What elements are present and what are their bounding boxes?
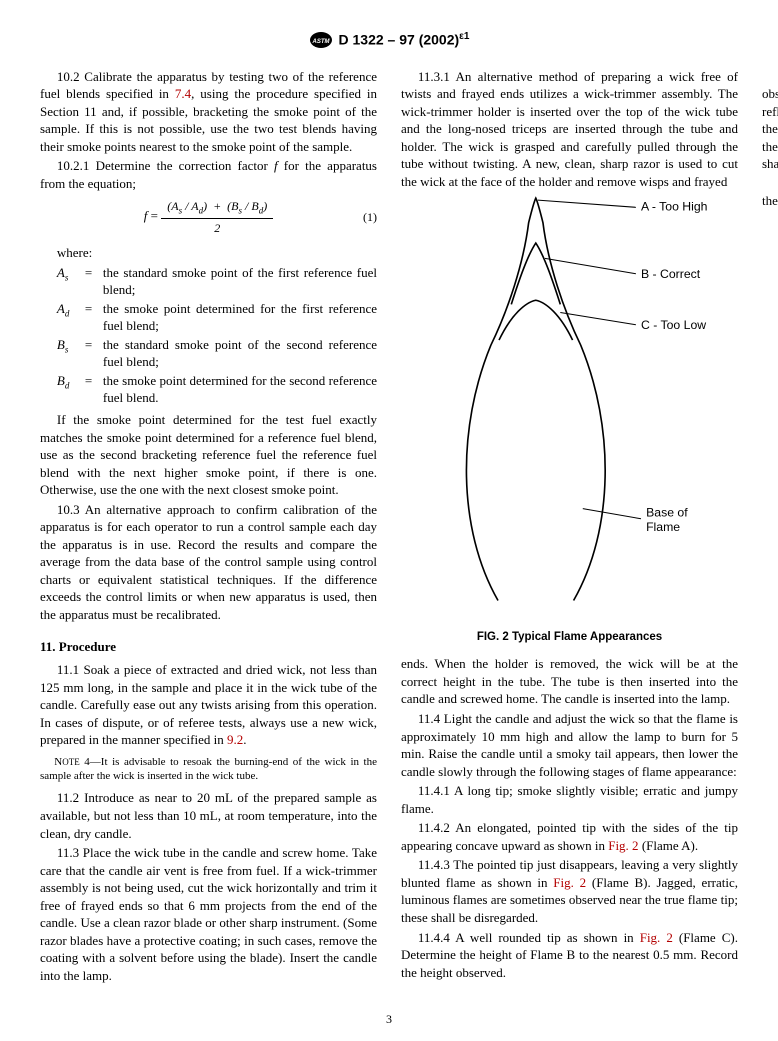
link-fig2-b[interactable]: Fig. 2: [553, 875, 586, 890]
equation-number: (1): [363, 209, 377, 225]
para-11-4-1: 11.4.1 A long tip; smoke slightly visibl…: [401, 782, 738, 817]
para-11-1: 11.1 Soak a piece of extracted and dried…: [40, 661, 377, 749]
para-11-4-3: 11.4.3 The pointed tip just disappears, …: [401, 856, 738, 926]
designation: D 1322 – 97 (2002)ε1: [339, 30, 470, 50]
para-10-2-1: 10.2.1 Determine the correction factor f…: [40, 157, 377, 192]
where-row: Bs = the standard smoke point of the sec…: [57, 336, 377, 371]
astm-logo: ASTM: [309, 31, 333, 49]
link-7-4[interactable]: 7.4: [175, 86, 191, 101]
para-10-3: 10.3 An alternative approach to confirm …: [40, 501, 377, 624]
para-11-3-1: 11.3.1 An alternative method of preparin…: [401, 68, 738, 191]
two-column-body: 10.2 Calibrate the apparatus by testing …: [40, 68, 738, 998]
para-11-3-1-cont: ends. When the holder is removed, the wi…: [401, 655, 738, 708]
figure-2: A - Too High B - Correct C - Too Low Bas…: [401, 192, 738, 645]
equation-1: f = (As / Ad) + (Bs / Bd) 2 (1): [40, 198, 377, 236]
para-11-4-2: 11.4.2 An elongated, pointed tip with th…: [401, 819, 738, 854]
link-9-2[interactable]: 9.2: [227, 732, 243, 747]
page-number: 3: [386, 1011, 392, 1027]
where-row: Ad = the smoke point determined for the …: [57, 300, 377, 335]
para-11-4: 11.4 Light the candle and adjust the wic…: [401, 710, 738, 780]
where-row: As = the standard smoke point of the fir…: [57, 264, 377, 299]
para-10-2: 10.2 Calibrate the apparatus by testing …: [40, 68, 377, 156]
para-11-5: 11.5 Make three separate observations of…: [762, 175, 778, 210]
flame-diagram-svg: A - Too High B - Correct C - Too Low Bas…: [401, 192, 738, 621]
svg-text:ASTM: ASTM: [311, 39, 330, 45]
where-row: Bd = the smoke point determined for the …: [57, 372, 377, 407]
link-fig2-c[interactable]: Fig. 2: [640, 930, 673, 945]
flame-label-c: C - Too Low: [641, 318, 706, 332]
figure-2-caption: FIG. 2 Typical Flame Appearances: [401, 630, 738, 646]
flame-label-base2: Flame: [646, 520, 680, 534]
section-11-head: 11. Procedure: [40, 638, 377, 656]
link-fig2-a[interactable]: Fig. 2: [608, 838, 638, 853]
para-if-match: If the smoke point determined for the te…: [40, 411, 377, 499]
para-11-3: 11.3 Place the wick tube in the candle a…: [40, 844, 377, 984]
where-label: where:: [40, 244, 377, 262]
para-11-2: 11.2 Introduce as near to 20 mL of the p…: [40, 789, 377, 842]
page-header: ASTM D 1322 – 97 (2002)ε1: [40, 30, 738, 50]
flame-label-b: B - Correct: [641, 267, 701, 281]
note-4: NOTE 4—It is advisable to resoak the bur…: [40, 755, 377, 784]
where-definitions: As = the standard smoke point of the fir…: [57, 264, 377, 407]
para-11-4-4-1: 11.4.4.1 To eliminate errors due to para…: [762, 68, 778, 173]
para-11-4-4: 11.4.4 A well rounded tip as shown in Fi…: [401, 929, 738, 982]
flame-label-base1: Base of: [646, 506, 688, 520]
flame-label-a: A - Too High: [641, 200, 708, 214]
